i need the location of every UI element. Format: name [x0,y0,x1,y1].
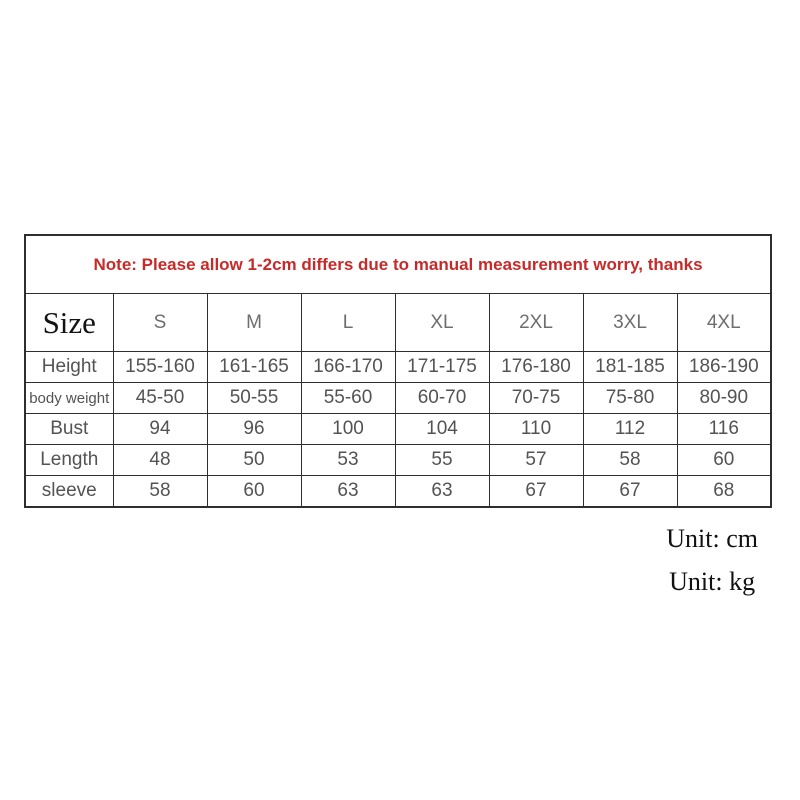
size-column-header-3xl: 3XL [582,293,678,352]
table-cell: 110 [488,413,584,445]
table-cell: 171-175 [394,351,490,383]
table-cell: 100 [300,413,396,445]
unit-cm-label: Unit: cm [666,524,758,553]
table-cell: 80-90 [676,382,772,414]
table-cell: 58 [582,444,678,476]
table-row-height: Height 155-160 161-165 166-170 171-175 1… [24,351,772,383]
note-row: Note: Please allow 1-2cm differs due to … [24,234,772,294]
table-cell: 55-60 [300,382,396,414]
table-cell: 75-80 [582,382,678,414]
table-row-bust: Bust 94 96 100 104 110 112 116 [24,413,772,445]
table-cell: 63 [300,475,396,508]
table-cell: 63 [394,475,490,508]
table-cell: 96 [206,413,302,445]
table-cell: 67 [582,475,678,508]
table-cell: 176-180 [488,351,584,383]
units-block: Unit: cm Unit: kg [666,524,758,597]
size-header-row: Size S M L XL 2XL 3XL 4XL [24,293,772,352]
table-cell: 116 [676,413,772,445]
note-text: Note: Please allow 1-2cm differs due to … [24,234,772,294]
size-column-header-xl: XL [394,293,490,352]
size-column-header-4xl: 4XL [676,293,772,352]
row-label-body-weight: body weight [24,382,114,414]
table-cell: 45-50 [112,382,208,414]
table-cell: 70-75 [488,382,584,414]
table-cell: 50 [206,444,302,476]
row-label-height: Height [24,351,114,383]
table-cell: 155-160 [112,351,208,383]
table-cell: 112 [582,413,678,445]
table-cell: 57 [488,444,584,476]
table-row-body-weight: body weight 45-50 50-55 55-60 60-70 70-7… [24,382,772,414]
table-row-sleeve: sleeve 58 60 63 63 67 67 68 [24,475,772,508]
table-cell: 60 [676,444,772,476]
table-cell: 48 [112,444,208,476]
row-label-bust: Bust [24,413,114,445]
size-column-header-s: S [112,293,208,352]
table-cell: 166-170 [300,351,396,383]
row-label-sleeve: sleeve [24,475,114,508]
table-cell: 161-165 [206,351,302,383]
table-cell: 94 [112,413,208,445]
table-cell: 50-55 [206,382,302,414]
size-column-header-m: M [206,293,302,352]
table-cell: 68 [676,475,772,508]
unit-kg-label: Unit: kg [669,567,756,596]
table-cell: 104 [394,413,490,445]
size-column-header-2xl: 2XL [488,293,584,352]
table-row-length: Length 48 50 53 55 57 58 60 [24,444,772,476]
table-cell: 55 [394,444,490,476]
table-cell: 60 [206,475,302,508]
size-column-header-l: L [300,293,396,352]
table-cell: 60-70 [394,382,490,414]
table-cell: 186-190 [676,351,772,383]
row-label-length: Length [24,444,114,476]
size-chart-table: Note: Please allow 1-2cm differs due to … [24,234,773,508]
table-cell: 58 [112,475,208,508]
table-cell: 53 [300,444,396,476]
table-cell: 67 [488,475,584,508]
table-cell: 181-185 [582,351,678,383]
size-corner-label: Size [24,293,114,352]
